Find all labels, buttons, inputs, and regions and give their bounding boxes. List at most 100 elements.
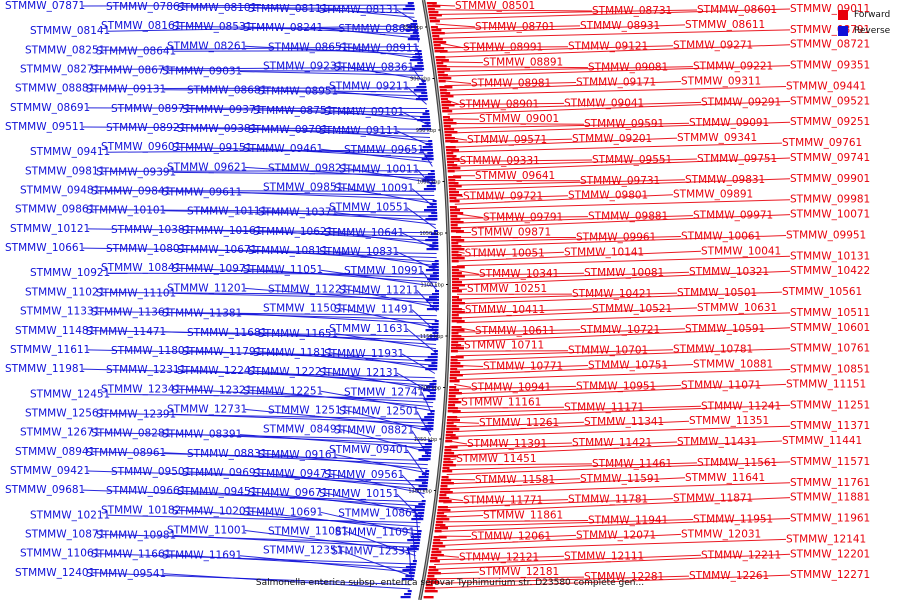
reverse-feature (424, 209, 437, 212)
forward-leader-line (444, 82, 577, 87)
forward-leader-line (439, 45, 674, 53)
forward-feature (450, 215, 458, 218)
reverse-leader-line (82, 126, 430, 130)
gene-labels: STMMW_07871 STMMW_07861STMMW_08101STMMW_0… (5, 0, 870, 583)
reverse-gene-label: STMMW_12221 (248, 366, 328, 378)
reverse-gene-label: STMMW_10641 (324, 227, 404, 239)
forward-leader-line (454, 369, 791, 381)
forward-feature (427, 572, 441, 575)
reverse-feature (430, 410, 435, 413)
reverse-leader-line (244, 45, 421, 56)
forward-leader-line (433, 9, 698, 15)
forward-leader-line (434, 555, 565, 561)
forward-feature (443, 125, 451, 128)
reverse-leader-line (102, 170, 433, 172)
forward-leader-line (455, 216, 589, 219)
forward-leader-line (437, 534, 577, 542)
forward-feature (448, 179, 456, 182)
forward-gene-label: STMMW_10131 (790, 250, 870, 262)
reverse-gene-label: STMMW_08941 (15, 446, 95, 458)
forward-feature (443, 461, 454, 464)
reverse-gene-label: STMMW_10871 (25, 529, 105, 541)
reverse-leader-line (188, 471, 426, 486)
forward-feature (442, 464, 456, 467)
reverse-feature (423, 389, 436, 392)
reverse-gene-label: STMMW_08651 (268, 41, 348, 53)
forward-gene-label: STMMW_10601 (790, 322, 870, 334)
reverse-feature (425, 110, 430, 113)
forward-feature (446, 152, 454, 155)
forward-leader-line (455, 350, 569, 352)
reverse-leader-line (320, 27, 418, 39)
reverse-feature (433, 350, 438, 353)
forward-gene-label: STMMW_12071 (576, 529, 656, 541)
reverse-feature (425, 218, 438, 221)
scale-tick-label: 1150 kbp (420, 334, 444, 340)
forward-gene-label: STMMW_10521 (592, 303, 672, 315)
reverse-gene-label: STMMW_08641 (96, 45, 176, 57)
forward-gene-label: STMMW_10071 (790, 209, 870, 221)
forward-feature (451, 344, 462, 347)
reverse-feature (424, 155, 434, 158)
forward-gene-label: STMMW_11781 (568, 494, 648, 506)
reverse-leader-line (254, 128, 431, 138)
reverse-leader-line (102, 45, 420, 51)
reverse-gene-label: STMMW_09381 (177, 123, 257, 135)
reverse-leader-line (249, 268, 438, 283)
forward-feature (448, 176, 462, 179)
reverse-leader-line (97, 553, 415, 565)
forward-gene-label: STMMW_08501 (455, 0, 535, 12)
forward-feature (451, 317, 462, 320)
reverse-feature (432, 272, 439, 275)
forward-gene-label: STMMW_09881 (588, 211, 668, 223)
reverse-gene-label: STMMW_09861 (15, 204, 95, 216)
reverse-gene-label: STMMW_09131 (86, 84, 166, 96)
forward-feature (434, 47, 445, 50)
map-caption: Salmonella enterica subsp. enterica sero… (255, 578, 645, 588)
reverse-gene-label: STMMW_10121 (10, 223, 90, 235)
reverse-gene-label: STMMW_11691 (162, 550, 242, 562)
reverse-gene-label: STMMW_09401 (329, 444, 409, 456)
backbone-ruler: 850 kbp 900 kbp 950 kbp 1000 kbp 1050 kbp 110… (403, 0, 451, 600)
reverse-feature (410, 23, 418, 26)
reverse-leader-line (168, 191, 435, 196)
forward-leader-line (446, 102, 565, 106)
forward-feature (450, 365, 464, 368)
reverse-gene-label: STMMW_11331 (20, 306, 100, 318)
forward-gene-label: STMMW_10721 (580, 324, 660, 336)
forward-leader-line (448, 440, 783, 456)
reverse-leader-line (345, 531, 416, 557)
reverse-leader-line (264, 211, 436, 221)
forward-leader-line (450, 420, 690, 433)
reverse-gene-label: STMMW_11001 (167, 525, 247, 537)
forward-leader-line (456, 271, 690, 281)
forward-feature (451, 269, 459, 272)
forward-gene-label: STMMW_12261 (689, 570, 769, 582)
forward-leader-line (451, 421, 480, 424)
forward-leader-line (436, 538, 787, 551)
reverse-feature (421, 92, 428, 95)
forward-gene-label: STMMW_11941 (588, 515, 668, 527)
reverse-feature (415, 53, 422, 56)
forward-feature (432, 545, 446, 548)
reverse-gene-label: STMMW_08751 (253, 105, 333, 117)
reverse-gene-label: STMMW_09481 (20, 185, 100, 197)
forward-leader-line (447, 462, 698, 471)
forward-feature (444, 452, 455, 455)
forward-feature (431, 32, 445, 35)
forward-feature (426, 578, 437, 581)
reverse-leader-line (163, 573, 410, 590)
reverse-leader-line (249, 389, 433, 408)
forward-feature (445, 437, 459, 440)
reverse-feature (421, 455, 431, 458)
reverse-leader-line (173, 413, 432, 424)
reverse-leader-line (107, 393, 434, 399)
reverse-leader-line (163, 452, 428, 466)
forward-feature (438, 80, 446, 83)
reverse-feature (431, 323, 439, 326)
forward-feature (447, 407, 458, 410)
forward-feature (449, 389, 459, 392)
forward-feature (443, 119, 454, 122)
reverse-leader-line (92, 330, 437, 337)
forward-feature (450, 350, 458, 353)
